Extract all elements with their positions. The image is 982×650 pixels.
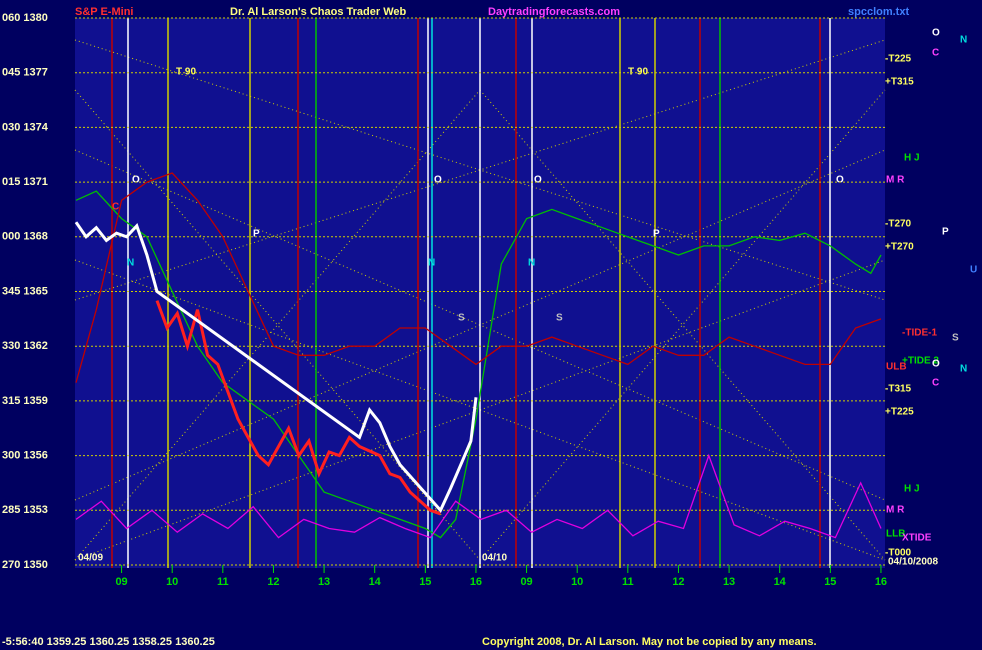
x-tick-label: 11 xyxy=(217,576,229,588)
diagonal xyxy=(74,39,886,301)
cycle-lines xyxy=(111,18,831,568)
annotation: N xyxy=(428,258,435,269)
annotation: N xyxy=(127,258,134,269)
annotation: 04/09 xyxy=(78,553,103,564)
y-tick-label: 030 1374 xyxy=(2,121,49,133)
annotation: -T270 xyxy=(885,219,912,230)
annotation: +T270 xyxy=(885,242,914,253)
status: -5:56:40 1359.25 1360.25 1358.25 1360.25 xyxy=(2,636,215,648)
series-line xyxy=(75,172,882,383)
annotation: O xyxy=(932,28,940,39)
instrument: S&P E-Mini xyxy=(75,6,133,18)
y-tick-label: 285 1353 xyxy=(2,504,48,516)
annotation: -T000 xyxy=(885,548,912,559)
annotation: H J xyxy=(904,153,920,164)
annotation: S xyxy=(458,313,465,324)
annotation: C xyxy=(112,202,119,213)
annotation: 04/10 xyxy=(482,553,507,564)
y-tick-label: 270 1350 xyxy=(2,559,48,571)
annotation: T 90 xyxy=(176,67,196,78)
series-line xyxy=(75,190,882,539)
annotation: P xyxy=(253,229,260,240)
annotation: O xyxy=(132,175,140,186)
annotation: +T315 xyxy=(885,77,914,88)
x-tick-label: 12 xyxy=(267,576,279,588)
x-tick-label: 16 xyxy=(875,576,887,588)
annotation: M R xyxy=(886,175,905,186)
x-tick-label: 10 xyxy=(166,576,178,588)
annotation: C xyxy=(932,378,939,389)
series-line xyxy=(74,221,478,514)
series-line xyxy=(75,453,882,539)
chart-title: Dr. Al Larson's Chaos Trader Web xyxy=(230,6,407,18)
diagonal xyxy=(74,39,886,301)
annotation: ULB xyxy=(886,362,907,373)
annotation: P xyxy=(942,227,949,238)
annotation: -T315 xyxy=(885,384,912,395)
x-tick-label: 15 xyxy=(419,576,431,588)
x-tick-label: 09 xyxy=(115,576,127,588)
annotation: S xyxy=(556,313,563,324)
annotation: N xyxy=(960,364,967,375)
annotation: O xyxy=(434,175,442,186)
diagonals xyxy=(74,39,886,561)
annotation: XTIDE xyxy=(902,533,932,544)
copyright: Copyright 2008, Dr. Al Larson. May not b… xyxy=(482,636,817,648)
annotation: -T225 xyxy=(885,54,912,65)
y-tick-label: 300 1356 xyxy=(2,450,48,462)
y-tick-label: 000 1368 xyxy=(2,231,48,243)
x-tick-label: 10 xyxy=(571,576,583,588)
annotation: N xyxy=(528,258,535,269)
annotation: O xyxy=(534,175,542,186)
annotation: +TIDE 2 xyxy=(902,356,939,367)
y-tick-label: 315 1359 xyxy=(2,395,48,407)
x-tick-label: 14 xyxy=(369,576,382,588)
x-tick-label: 14 xyxy=(774,576,787,588)
x-tick-label: 15 xyxy=(824,576,836,588)
annotation: P xyxy=(653,229,660,240)
y-tick-label: 330 1362 xyxy=(2,340,48,352)
file: spcclom.txt xyxy=(848,6,909,18)
x-tick-label: 11 xyxy=(622,576,634,588)
annotation: M R xyxy=(886,505,905,516)
annotation: LLB xyxy=(886,529,905,540)
x-tick-label: 09 xyxy=(520,576,532,588)
annotation: O xyxy=(836,175,844,186)
y-tick-label: 060 1380 xyxy=(2,12,48,24)
annotation: C xyxy=(932,48,939,59)
annotation: N xyxy=(960,35,967,46)
series-line xyxy=(155,300,442,516)
annotation: -TIDE-1 xyxy=(902,328,937,339)
x-tick-label: 13 xyxy=(723,576,735,588)
annotation: 04/10/2008 xyxy=(888,557,938,568)
annotation: U xyxy=(970,265,977,276)
annotation: H J xyxy=(904,484,920,495)
x-tick-label: 16 xyxy=(470,576,482,588)
site: Daytradingforecasts.com xyxy=(488,6,620,18)
y-tick-label: 015 1371 xyxy=(2,176,48,188)
annotation: +T225 xyxy=(885,407,914,418)
annotation: S xyxy=(952,333,959,344)
annotations: T 90 T 90 O O O O C N N N P P S S 04/09 … xyxy=(78,28,977,568)
annotation: T 90 xyxy=(628,67,648,78)
x-tick-label: 12 xyxy=(672,576,684,588)
annotation: O xyxy=(932,359,940,370)
y-tick-label: 045 1377 xyxy=(2,67,48,79)
y-tick-label: 345 1365 xyxy=(2,285,48,297)
x-tick-label: 13 xyxy=(318,576,330,588)
